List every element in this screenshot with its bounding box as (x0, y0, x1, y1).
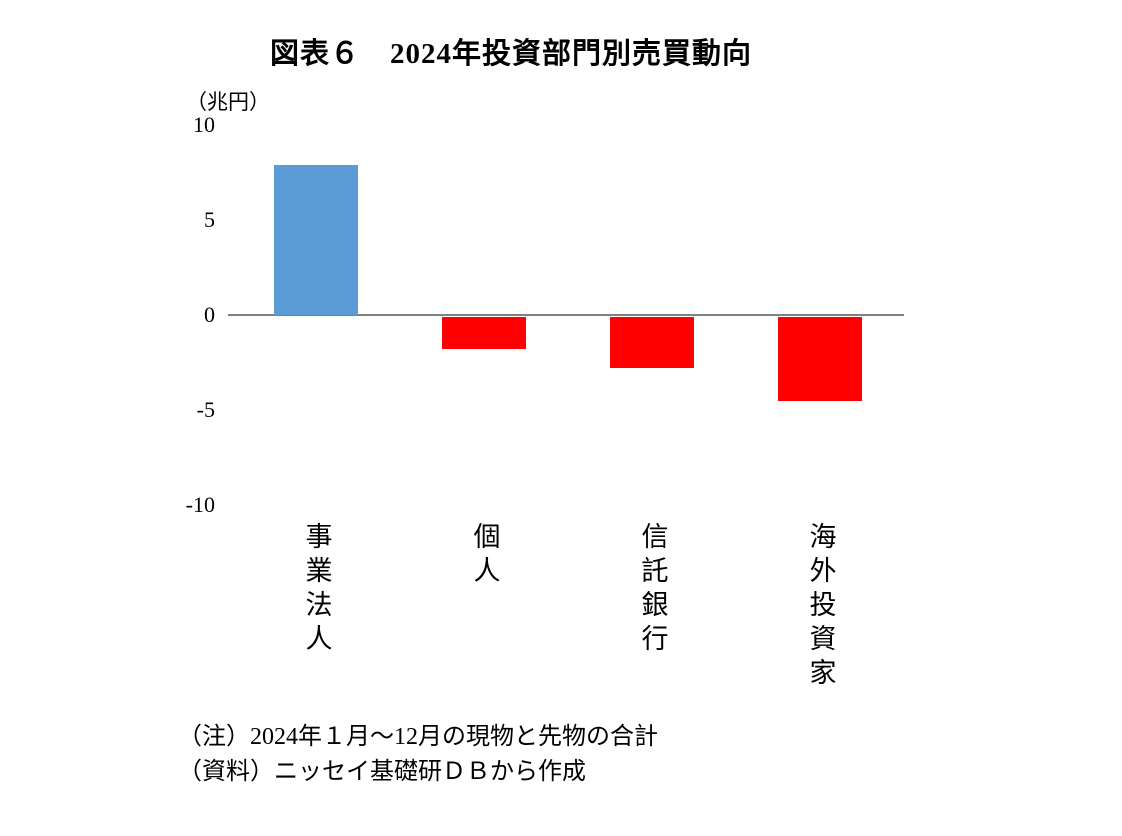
bar-slot (232, 125, 400, 505)
category-slot: 事業法人 (232, 522, 400, 702)
category-label: 個人 (469, 522, 500, 590)
y-tick-label: 0 (204, 302, 215, 327)
bar-海外投資家 (778, 317, 862, 401)
x-axis-category-labels: 事業法人 個人 信託銀行 海外投資家 (232, 522, 904, 702)
note-line: （注）2024年１月～12月の現物と先物の合計 (178, 724, 658, 750)
bar-個人 (442, 317, 526, 350)
y-tick-label: 10 (193, 112, 215, 137)
category-label: 海外投資家 (805, 522, 836, 692)
bar-slot (736, 125, 904, 505)
y-tick-label: 5 (204, 207, 215, 232)
note-line: （資料）ニッセイ基礎研ＤＢから作成 (178, 758, 586, 785)
category-label: 信託銀行 (637, 522, 668, 658)
bar-slot (400, 125, 568, 505)
chart-title: 図表６ 2024年投資部門別売買動向 (269, 38, 752, 70)
bar-series (232, 125, 904, 505)
zero-axis-line (228, 314, 904, 316)
y-axis-unit-label: （兆円） (186, 90, 270, 114)
category-label: 事業法人 (301, 522, 332, 658)
source-notes: （注）2024年１月～12月の現物と先物の合計 （資料）ニッセイ基礎研ＤＢから作… (178, 720, 658, 790)
category-slot: 海外投資家 (736, 522, 904, 702)
category-slot: 信託銀行 (568, 522, 736, 702)
bar-事業法人 (274, 164, 358, 315)
y-axis-tick-labels: 10 5 0 -5 -10 (140, 114, 215, 516)
category-slot: 個人 (400, 522, 568, 702)
y-tick-label: -5 (196, 397, 215, 422)
plot-area (228, 125, 904, 505)
bar-slot (568, 125, 736, 505)
bar-信託銀行 (610, 317, 694, 369)
y-tick-label: -10 (185, 492, 215, 517)
